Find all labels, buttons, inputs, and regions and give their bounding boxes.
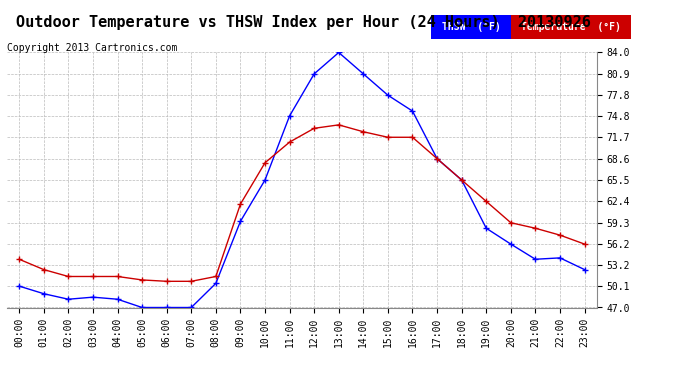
Text: Temperature  (°F): Temperature (°F) <box>521 22 621 32</box>
Text: Outdoor Temperature vs THSW Index per Hour (24 Hours)  20130926: Outdoor Temperature vs THSW Index per Ho… <box>16 15 591 30</box>
Text: THSW  (°F): THSW (°F) <box>442 22 500 32</box>
Text: Copyright 2013 Cartronics.com: Copyright 2013 Cartronics.com <box>7 43 177 53</box>
